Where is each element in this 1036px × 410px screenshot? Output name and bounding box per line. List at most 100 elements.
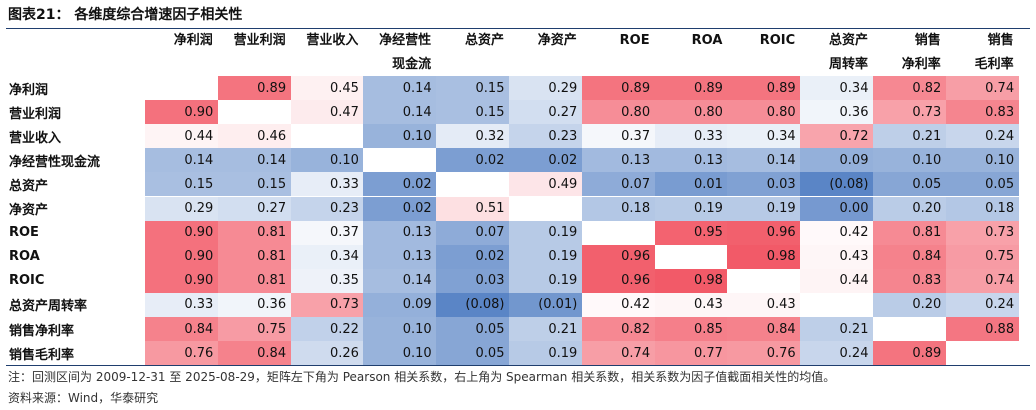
correlation-cell: 0.49 xyxy=(509,172,583,197)
column-header: 净经营性 现金流 xyxy=(363,29,436,77)
correlation-cell: 0.89 xyxy=(727,76,801,101)
correlation-cell: 0.14 xyxy=(727,148,801,173)
table-row: 营业利润 0.90 0.47 0.14 0.15 0.27 0.80 0.80 0.80 0.36… xyxy=(6,100,1030,125)
correlation-cell: 0.23 xyxy=(290,196,364,221)
column-header-line: 净资产 xyxy=(537,33,577,48)
correlation-cell: 0.44 xyxy=(145,124,219,149)
table-row: 销售毛利率 0.76 0.84 0.26 0.10 0.05 0.19 0.74 0.77 0.7… xyxy=(6,341,1030,366)
correlation-cell: 0.09 xyxy=(800,148,874,173)
column-header-line: ROA xyxy=(691,33,723,48)
table-row: 总资产周转率 0.33 0.36 0.73 0.09 (0.08) (0.01) 0.42 0.… xyxy=(6,292,1030,317)
correlation-cell: 0.82 xyxy=(873,76,947,101)
correlation-cell: 0.95 xyxy=(654,220,728,245)
correlation-cell: 0.10 xyxy=(363,317,437,342)
correlation-cell: 0.74 xyxy=(945,76,1020,101)
column-header-line: 营业利润 xyxy=(233,33,286,48)
correlation-cell: 0.03 xyxy=(727,172,801,197)
diagonal-cell xyxy=(290,124,364,149)
correlation-cell: 0.18 xyxy=(581,196,656,221)
correlation-cell: 0.19 xyxy=(509,220,583,245)
table-row: ROIC 0.90 0.81 0.35 0.14 0.03 0.19 0.96 0.98 0.44… xyxy=(6,268,1030,293)
correlation-cell: 0.37 xyxy=(581,124,656,149)
column-header-line: 总资产 xyxy=(464,33,504,48)
correlation-cell: 0.02 xyxy=(436,244,510,269)
correlation-cell: 0.13 xyxy=(654,148,728,173)
correlation-cell: 0.43 xyxy=(800,244,874,269)
correlation-cell: 0.75 xyxy=(217,317,292,342)
row-label: 净利润 xyxy=(9,82,49,98)
column-header: 销售 净利率 xyxy=(873,29,946,77)
correlation-cell: 0.89 xyxy=(217,76,292,101)
column-header: 营业利润 xyxy=(218,29,291,53)
correlation-cell: 0.42 xyxy=(800,220,874,245)
correlation-cell: 0.02 xyxy=(436,148,510,173)
correlation-cell: 0.21 xyxy=(800,317,874,342)
row-label: ROA xyxy=(9,249,40,265)
correlation-cell: 0.83 xyxy=(873,268,947,293)
correlation-cell: 0.81 xyxy=(217,244,292,269)
column-header-line: 毛利率 xyxy=(974,57,1014,72)
correlation-cell: 0.19 xyxy=(727,196,801,221)
table-row: 净经营性现金流 0.14 0.14 0.10 0.02 0.02 0.13 0.13 0.14 0… xyxy=(6,148,1030,173)
correlation-cell: 0.84 xyxy=(873,244,947,269)
correlation-cell: 0.46 xyxy=(217,124,292,149)
correlation-cell: 0.81 xyxy=(217,220,292,245)
correlation-cell: 0.89 xyxy=(581,76,656,101)
correlation-cell: 0.89 xyxy=(654,76,728,101)
correlation-cell: 0.14 xyxy=(363,100,437,125)
correlation-cell: 0.90 xyxy=(145,220,219,245)
figure-source: 资料来源：Wind，华泰研究 xyxy=(8,391,159,405)
correlation-cell: 0.05 xyxy=(945,172,1020,197)
correlation-cell: 0.36 xyxy=(800,100,874,125)
column-header: ROE xyxy=(582,29,655,53)
column-header: 总资产 周转率 xyxy=(800,29,873,77)
diagonal-cell xyxy=(945,341,1020,366)
correlation-cell: 0.43 xyxy=(727,292,801,317)
correlation-cell: 0.80 xyxy=(727,100,801,125)
correlation-cell: 0.73 xyxy=(945,220,1020,245)
correlation-cell: 0.33 xyxy=(145,292,219,317)
table-row: 净资产 0.29 0.27 0.23 0.02 0.51 0.18 0.19 0.19 0.00 0… xyxy=(6,196,1030,221)
row-label: 销售毛利率 xyxy=(9,347,75,363)
correlation-cell: 0.20 xyxy=(873,196,947,221)
correlation-cell: 0.81 xyxy=(217,268,292,293)
diagonal-cell xyxy=(217,100,292,125)
correlation-cell: 0.47 xyxy=(290,100,364,125)
column-header-line: 销售 xyxy=(914,33,941,48)
correlation-cell: 0.72 xyxy=(800,124,874,149)
column-header: 净资产 xyxy=(509,29,582,53)
correlation-cell: 0.34 xyxy=(290,244,364,269)
correlation-cell: 0.74 xyxy=(581,341,656,366)
correlation-cell: 0.07 xyxy=(436,220,510,245)
correlation-cell: 0.84 xyxy=(727,317,801,342)
correlation-cell: (0.01) xyxy=(509,292,583,317)
header-row: 净利润 营业利润 营业收入 净经营性 现金流 总资产 净资产 ROE ROA ROIC 总资产 周转率… xyxy=(6,29,1030,76)
correlation-cell: (0.08) xyxy=(800,172,874,197)
correlation-cell: 0.44 xyxy=(800,268,874,293)
correlation-cell: 0.02 xyxy=(509,148,583,173)
correlation-cell: 0.05 xyxy=(436,317,510,342)
correlation-cell: 0.13 xyxy=(581,148,656,173)
diagonal-cell xyxy=(581,220,656,245)
correlation-cell: 0.14 xyxy=(363,268,437,293)
correlation-cell: 0.36 xyxy=(217,292,292,317)
correlation-cell: 0.96 xyxy=(581,244,656,269)
correlation-cell: 0.45 xyxy=(290,76,364,101)
diagonal-cell xyxy=(873,317,947,342)
correlation-cell: 0.98 xyxy=(654,268,728,293)
row-label: 净经营性现金流 xyxy=(9,154,101,170)
correlation-cell: 0.19 xyxy=(509,268,583,293)
correlation-cell: 0.84 xyxy=(217,341,292,366)
correlation-cell: 0.96 xyxy=(581,268,656,293)
row-label: ROIC xyxy=(9,273,45,289)
row-label: ROE xyxy=(9,225,39,241)
correlation-cell: 0.20 xyxy=(873,292,947,317)
correlation-cell: 0.13 xyxy=(363,220,437,245)
correlation-cell: 0.24 xyxy=(945,292,1020,317)
correlation-cell: 0.05 xyxy=(436,341,510,366)
correlation-cell: 0.90 xyxy=(145,244,219,269)
correlation-cell: 0.01 xyxy=(654,172,728,197)
correlation-cell: 0.81 xyxy=(873,220,947,245)
row-label: 销售净利率 xyxy=(9,323,75,339)
correlation-cell: 0.74 xyxy=(945,268,1020,293)
